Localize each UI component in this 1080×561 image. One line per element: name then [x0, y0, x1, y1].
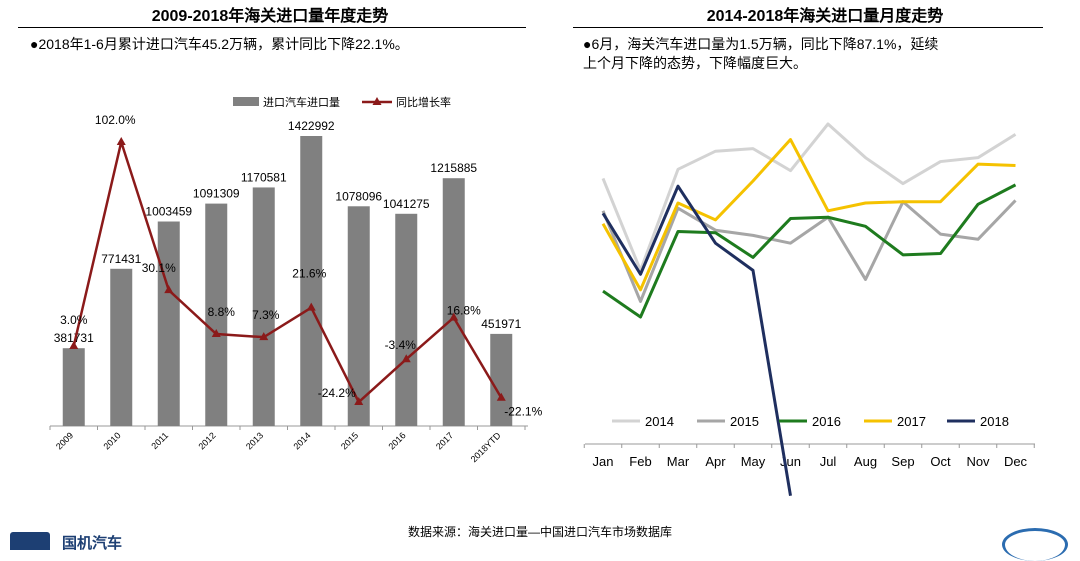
growth-value-label: 8.8%	[208, 305, 236, 319]
bar-value-label: 381731	[54, 331, 94, 345]
corner-logo-icon	[1002, 528, 1068, 561]
growth-value-label: 3.0%	[60, 313, 88, 327]
growth-point	[354, 397, 364, 406]
growth-value-label: 21.6%	[292, 267, 326, 281]
bar	[442, 178, 465, 426]
series-line-2018	[601, 184, 792, 496]
bar	[395, 213, 418, 426]
growth-point	[449, 312, 459, 321]
bar-value-label: 1041275	[383, 197, 430, 211]
bar	[205, 203, 228, 426]
series-line-2015	[601, 199, 1017, 303]
growth-line	[72, 137, 503, 405]
series-line-2014	[601, 122, 1017, 272]
x-tick-label: Mar	[667, 454, 690, 469]
growth-point	[164, 285, 174, 294]
x-tick-label: Aug	[854, 454, 877, 469]
growth-value-label: 7.3%	[252, 308, 280, 322]
bar	[62, 348, 85, 426]
left-description: ●2018年1-6月累计进口汽车45.2万辆，累计同比下降22.1%。	[30, 36, 409, 52]
growth-value-label: 102.0%	[95, 113, 136, 127]
bar	[252, 187, 275, 426]
legend-label-2014: 2014	[645, 414, 674, 429]
annual-import-chart: 3817312009771431201010034592011109130920…	[49, 95, 543, 464]
bar	[110, 268, 133, 426]
logo-icon	[10, 532, 50, 550]
legend-label-2015: 2015	[730, 414, 759, 429]
bar-value-label: 1091309	[193, 187, 240, 201]
growth-point	[211, 329, 221, 338]
growth-point	[69, 341, 79, 349]
right-title-rule	[573, 27, 1043, 28]
x-tick-label: Apr	[705, 454, 726, 469]
right-description-line2: 上个月下降的态势，下降幅度巨大。	[583, 55, 807, 71]
bar-value-label: 1003459	[145, 204, 192, 218]
growth-point	[116, 137, 126, 145]
legend-line-marker	[372, 97, 382, 105]
x-tick-label: Jan	[593, 454, 614, 469]
x-tick-label: Nov	[966, 454, 990, 469]
growth-value-label: -24.2%	[318, 386, 356, 400]
data-source: 数据来源：海关进口量—中国进口汽车市场数据库	[407, 525, 672, 539]
bar	[300, 136, 323, 426]
left-title-rule	[18, 27, 526, 28]
monthly-import-chart: Jan Feb Mar Apr May Jun Jul Aug Sep Oct Nov Dec2014…	[583, 122, 1035, 496]
series-line-2017	[601, 138, 1016, 292]
growth-point	[259, 332, 269, 341]
legend-bar-label: 进口汽车进口量	[263, 95, 340, 109]
legend-line-label: 同比增长率	[396, 95, 451, 109]
legend-label-2016: 2016	[812, 414, 841, 429]
bar-value-label: 1078096	[335, 189, 382, 203]
company-logo: 国机汽车	[10, 532, 122, 553]
bar-value-label: 1422992	[288, 119, 335, 133]
series-line-2016	[602, 183, 1017, 319]
legend-label-2018: 2018	[980, 414, 1009, 429]
x-tick-label: May	[741, 454, 766, 469]
growth-point	[306, 302, 316, 311]
growth-value-label: 16.8%	[447, 304, 481, 318]
x-tick-label: Feb	[629, 454, 651, 469]
left-chart-title: 2009-2018年海关进口量年度走势	[151, 8, 389, 25]
bar-value-label: 1170581	[241, 170, 287, 184]
growth-value-label: -22.1%	[504, 405, 542, 419]
growth-value-label: -3.4%	[385, 338, 417, 352]
bar	[490, 333, 513, 426]
legend-label-2017: 2017	[897, 414, 926, 429]
logo-text: 国机汽车	[62, 535, 123, 552]
right-description-line1: ●6月，海关汽车进口量为1.5万辆，同比下降87.1%，延续	[583, 36, 939, 52]
x-tick-label: Sep	[891, 454, 914, 469]
bar-value-label: 451971	[481, 317, 521, 331]
bar-value-label: 771431	[101, 252, 141, 266]
growth-point	[496, 392, 506, 401]
x-tick-label: Oct	[930, 454, 951, 469]
bar-value-label: 1215885	[430, 161, 477, 175]
right-chart-title: 2014-2018年海关进口量月度走势	[706, 8, 944, 25]
x-tick-label: Dec	[1004, 454, 1028, 469]
x-tick-label: Jul	[820, 454, 837, 469]
bar	[347, 206, 370, 426]
growth-point	[401, 354, 411, 363]
legend-bar-swatch	[233, 97, 259, 106]
growth-value-label: 30.1%	[142, 261, 176, 275]
